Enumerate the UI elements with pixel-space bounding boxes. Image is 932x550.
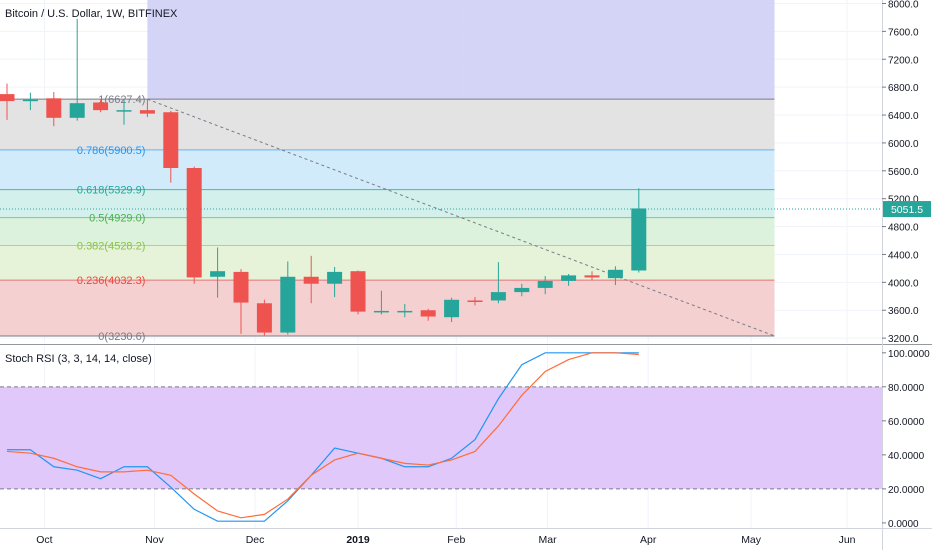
stoch-rsi-pane[interactable] [0,352,882,522]
price-axis-label: 3200.0 [888,334,919,345]
candle-body[interactable] [561,275,577,281]
price-tag-box [883,201,931,218]
fib-band [0,280,775,336]
fib-trend-line[interactable] [147,98,775,337]
time-axis-label: May [741,534,762,546]
time-axis-label: Nov [145,534,164,546]
candle-body[interactable] [93,102,109,111]
stoch-k-line[interactable] [7,352,639,522]
candle-body[interactable] [0,94,15,102]
rsi-axis-label: 80.0000 [888,383,925,394]
candle-body[interactable] [537,280,553,288]
candle-body[interactable] [420,310,436,317]
candle-body[interactable] [22,99,38,102]
candle-body[interactable] [514,287,530,293]
candle-body[interactable] [350,271,366,312]
time-axis-label: 2019 [346,534,370,546]
fib-extension-band [147,0,775,100]
rsi-axis-label: 60.0000 [888,417,925,428]
price-axis-label: 7600.0 [888,27,919,38]
candle-body[interactable] [69,103,85,118]
price-tag-label: 5051.5 [891,204,923,216]
candle-body[interactable] [327,271,343,284]
time-axis-label: Jun [839,534,856,546]
rsi-band-fill [0,386,882,489]
candle-body[interactable] [233,271,249,303]
fibonacci-retracement[interactable]: 1(6627.4) 0.786(5900.5) 0.618(5329.9) 0.5(4… [0,0,775,343]
candle-body[interactable] [46,98,62,118]
candlestick-series[interactable] [0,18,882,336]
indicator-title: Stoch RSI (3, 3, 14, 14, close) [5,353,152,365]
fib-level-label: 0.236(4032.3) [77,275,146,287]
chart-title: Bitcoin / U.S. Dollar, 1W, BITFINEX [5,8,178,20]
candle-body[interactable] [397,310,413,313]
fib-level-label: 0.786(5900.5) [77,145,146,157]
fib-band [0,99,775,150]
candle-body[interactable] [163,112,179,169]
rsi-axis-label: 40.0000 [888,451,925,462]
price-axis-label: 3600.0 [888,306,919,317]
price-axis-label: 4800.0 [888,223,919,234]
price-axis-label: 6800.0 [888,83,919,94]
time-axis-label: Oct [36,534,52,546]
price-axis-label: 7200.0 [888,55,919,66]
candle-body[interactable] [186,168,202,278]
fib-level-label: 0.5(4929.0) [89,213,145,225]
rsi-axis-label: 0.0000 [888,519,919,530]
price-axis-label: 5600.0 [888,167,919,178]
fib-level-label: 0.618(5329.9) [77,185,146,197]
candle-body[interactable] [373,310,389,313]
price-axis-label: 8000.0 [888,0,919,10]
candle-body[interactable] [280,276,296,333]
fib-band [0,149,775,190]
candle-body[interactable] [303,276,319,284]
candle-body[interactable] [607,269,623,279]
price-axis-label: 6000.0 [888,139,919,150]
candle-body[interactable] [256,303,272,333]
fib-level-label: 0.382(4528.2) [77,241,146,253]
time-axis-label: Dec [246,534,265,546]
stoch-d-line[interactable] [6,352,639,519]
fib-level-label: 0(3230.6) [98,331,145,343]
rsi-axis-label: 100.0000 [888,349,930,360]
candle-body[interactable] [139,110,155,114]
time-axis-label: Feb [447,534,465,546]
price-axis-label: 4000.0 [888,278,919,289]
candle-body[interactable] [584,275,600,278]
price-axis-label: 6400.0 [888,111,919,122]
candle-body[interactable] [444,299,460,318]
price-axis-label: 5200.0 [888,195,919,206]
rsi-axis-label: 20.0000 [888,485,925,496]
candle-body[interactable] [631,208,647,271]
fib-level-label: 1(6627.4) [98,94,145,106]
time-axis-label: Mar [538,534,557,546]
price-axis-label: 4400.0 [888,250,919,261]
candle-body[interactable] [210,271,226,277]
candle-body[interactable] [467,300,483,302]
time-axis-label: Apr [640,534,657,546]
candle-body[interactable] [490,292,506,301]
candle-body[interactable] [116,110,132,112]
